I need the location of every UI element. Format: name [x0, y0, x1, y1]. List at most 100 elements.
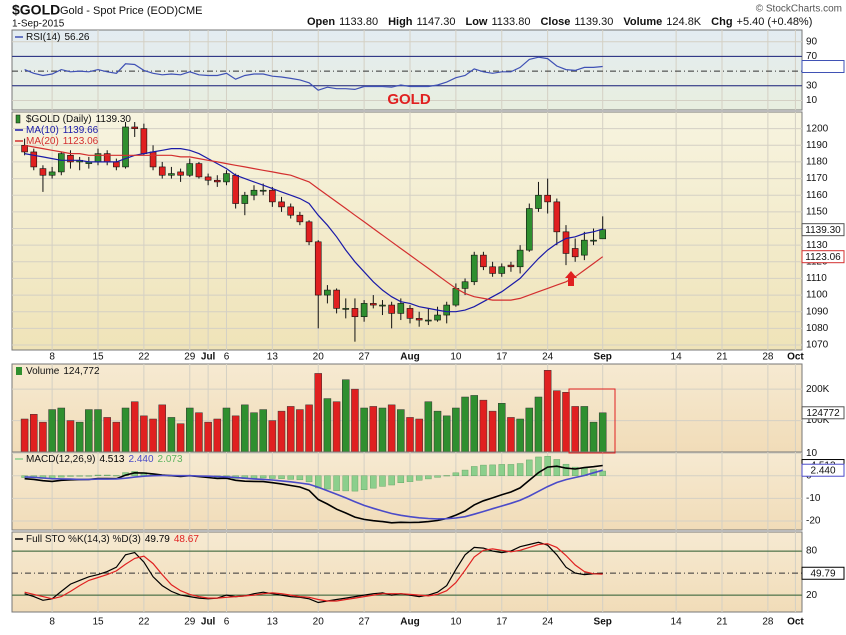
series-line: [24, 148, 603, 313]
candle-body: [507, 264, 515, 268]
candle-body: [278, 201, 285, 208]
volume-bar: [415, 418, 423, 453]
volume-bar: [66, 420, 75, 453]
quote-label: Chg: [711, 16, 732, 28]
y-tick-label: 30: [806, 80, 818, 91]
x-tick-label: 29: [184, 352, 196, 363]
volume-bar: [525, 407, 534, 453]
histogram-bar: [67, 475, 74, 477]
candle-body: [177, 171, 184, 176]
volume-bar: [516, 418, 524, 453]
candle-body: [113, 161, 120, 168]
candle-body: [269, 189, 276, 203]
x-tick-label: 21: [716, 617, 728, 628]
histogram-bar: [324, 475, 331, 490]
volume-bar: [461, 396, 469, 453]
histogram-bar: [535, 456, 542, 476]
volume-bar: [204, 421, 212, 453]
histogram-bar: [379, 475, 386, 487]
histogram-bar: [94, 474, 102, 476]
candle-body: [525, 208, 533, 251]
quote-label: High: [388, 16, 413, 28]
volume-bar: [553, 390, 561, 453]
candle-body: [204, 176, 212, 181]
histogram-bar: [351, 475, 359, 492]
x-tick-label: 21: [716, 352, 728, 363]
histogram-bar: [397, 475, 405, 483]
y-tick-label: 10: [806, 448, 818, 459]
candle-body: [168, 173, 175, 176]
legend-entry: MACD(12,26,9) 4.513 2.440 2.073: [26, 454, 183, 465]
volume-bar: [85, 409, 93, 453]
x-tick-label: 6: [224, 617, 230, 628]
y-tick-label: 1170: [806, 173, 828, 184]
candle-body: [498, 266, 506, 274]
candle-body: [489, 266, 496, 274]
histogram-bar: [434, 475, 441, 478]
y-tick-label: 1070: [806, 340, 829, 351]
candle-body: [186, 163, 194, 176]
histogram-bar: [480, 464, 487, 476]
legend-text: 56.26: [64, 32, 89, 43]
candle-body: [122, 126, 129, 168]
value-box: [801, 406, 845, 420]
volume-bar: [57, 407, 66, 453]
x-tick-label: Oct: [787, 352, 804, 363]
x-tick-label: 15: [92, 352, 104, 363]
x-tick-label: 17: [496, 352, 508, 363]
volume-bar: [20, 418, 29, 453]
volume-bar: [406, 417, 414, 453]
series-line: [24, 144, 604, 301]
value-box: [801, 250, 845, 264]
y-tick-label: 90: [806, 36, 818, 47]
candle-body: [461, 281, 469, 289]
candle-body: [287, 206, 295, 216]
histogram-bar: [370, 475, 377, 489]
histogram-bar: [562, 463, 570, 476]
histogram-bar: [526, 459, 533, 476]
value-box: [801, 463, 845, 477]
histogram-bar: [599, 470, 606, 476]
volume-bar: [48, 409, 56, 453]
volume-bar: [571, 406, 579, 453]
x-tick-label: 13: [267, 617, 279, 628]
x-tick-label: 27: [359, 617, 371, 628]
legend-text: Full STO %K(14,3) %D(3): [26, 534, 141, 545]
x-tick-label: 29: [184, 617, 196, 628]
series-line: [24, 56, 603, 91]
x-tick-label: Sep: [594, 352, 612, 363]
volume-bar: [314, 373, 322, 453]
legend-text: MA(10): [26, 125, 59, 136]
histogram-bar: [269, 475, 276, 479]
legend-text: 49.79: [145, 534, 170, 545]
highlight-box: [568, 388, 616, 454]
quote-value: 1147.30: [417, 16, 456, 28]
series-line: [24, 541, 603, 604]
volume-bar: [39, 421, 47, 453]
volume-bar: [378, 407, 387, 453]
candle-body: [562, 231, 570, 254]
volume-bar: [241, 404, 249, 453]
volume-bar: [213, 418, 222, 453]
x-tick-label: 24: [542, 617, 554, 628]
value-box: [801, 223, 845, 237]
volume-bar: [562, 392, 570, 453]
histogram-bar: [76, 475, 83, 477]
x-tick-label: Jul: [201, 617, 216, 628]
y-tick-label: 1150: [806, 207, 828, 218]
candle-body: [590, 239, 597, 242]
legend-text: 1123.06: [63, 136, 99, 147]
candle-body: [158, 166, 166, 176]
legend-entry: RSI(14) 56.26: [26, 32, 90, 43]
volume-bar: [103, 417, 111, 453]
legend-text: RSI(14): [26, 32, 60, 43]
histogram-bar: [278, 475, 285, 479]
volume-bar: [30, 414, 38, 453]
legend-text: 1139.66: [63, 125, 99, 136]
candle-body: [324, 289, 331, 296]
candle-body: [48, 171, 56, 176]
volume-bar: [507, 417, 515, 453]
x-tick-label: Sep: [594, 617, 612, 628]
y-tick-label: 1190: [806, 140, 828, 151]
volume-bar: [323, 398, 332, 453]
